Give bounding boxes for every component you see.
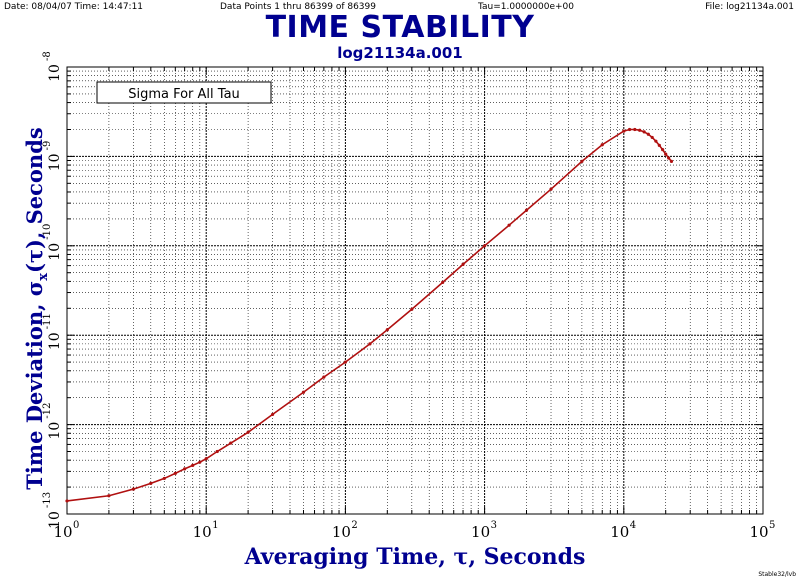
y-tick-label-exponent: -9 bbox=[42, 141, 53, 151]
data-point bbox=[661, 148, 665, 152]
y-tick-label-base: 10 bbox=[47, 64, 63, 82]
data-point bbox=[246, 430, 250, 434]
data-point bbox=[107, 494, 111, 498]
data-point bbox=[650, 135, 654, 140]
data-point bbox=[646, 132, 650, 136]
data-point bbox=[191, 463, 195, 467]
data-point bbox=[441, 280, 445, 284]
data-point bbox=[385, 328, 389, 332]
data-point bbox=[669, 159, 674, 163]
data-point bbox=[524, 208, 529, 212]
data-point bbox=[657, 143, 661, 147]
x-tick-label-exponent: 1 bbox=[212, 520, 218, 531]
data-point bbox=[65, 499, 69, 503]
y-axis-label-group: Time Deviation, σx(τ), Seconds bbox=[22, 127, 51, 489]
data-point bbox=[483, 244, 487, 248]
y-tick-label: 10-10 bbox=[42, 224, 63, 261]
y-tick-label-base: 10 bbox=[47, 511, 63, 529]
data-point bbox=[622, 129, 626, 133]
x-tick-label: 10 bbox=[610, 523, 629, 541]
x-tick-label: 10 bbox=[193, 523, 212, 541]
y-tick-label: 10-9 bbox=[42, 141, 63, 172]
data-point bbox=[271, 412, 275, 417]
y-tick-label-exponent: -11 bbox=[42, 313, 53, 329]
x-tick-label: 10 bbox=[471, 523, 490, 541]
data-point bbox=[322, 375, 326, 379]
data-point bbox=[461, 262, 465, 266]
header-tau: Tau=1.0000000e+00 bbox=[478, 2, 574, 12]
data-point bbox=[627, 127, 632, 132]
y-axis-label: Time Deviation, σx(τ), Seconds bbox=[22, 127, 51, 489]
data-point bbox=[149, 481, 153, 485]
data-point bbox=[229, 441, 233, 445]
y-tick-label-exponent: -8 bbox=[42, 51, 53, 61]
data-series-line bbox=[66, 128, 673, 502]
chart-subtitle: log21134a.001 bbox=[337, 44, 463, 62]
y-tick-label: 10-8 bbox=[42, 51, 63, 82]
data-point bbox=[638, 128, 642, 132]
y-tick-label-base: 10 bbox=[47, 422, 63, 440]
data-point bbox=[162, 476, 166, 481]
y-tick-label-exponent: -13 bbox=[42, 492, 53, 508]
y-tick-label-exponent: -10 bbox=[42, 224, 53, 240]
y-tick-label-exponent: -12 bbox=[42, 402, 53, 418]
y-tick-label: 10-12 bbox=[42, 402, 63, 439]
data-point bbox=[368, 342, 372, 346]
annotation-box bbox=[96, 81, 272, 104]
y-tick-label-base: 10 bbox=[47, 153, 63, 171]
y-tick-label-base: 10 bbox=[47, 243, 63, 261]
y-tick-label: 10-11 bbox=[42, 313, 63, 350]
x-axis-label: Averaging Time, τ, Seconds bbox=[244, 544, 586, 570]
x-tick-label-exponent: 0 bbox=[73, 520, 79, 531]
x-tick-label-exponent: 5 bbox=[769, 520, 775, 531]
header-file: File: log21134a.001 bbox=[705, 2, 794, 12]
y-tick-label-base: 10 bbox=[47, 332, 63, 350]
data-point bbox=[215, 449, 219, 454]
data-point bbox=[173, 471, 177, 475]
data-point bbox=[642, 130, 646, 134]
data-point bbox=[204, 457, 208, 461]
data-point bbox=[654, 139, 658, 143]
data-point bbox=[667, 156, 671, 160]
data-point bbox=[633, 127, 637, 132]
data-point bbox=[549, 187, 553, 191]
y-tick-label: 10-13 bbox=[42, 492, 63, 529]
x-tick-label: 10 bbox=[332, 523, 351, 541]
credit-text: Stable32/lvb bbox=[758, 571, 796, 578]
data-point bbox=[301, 390, 306, 394]
plot-frame bbox=[66, 66, 764, 515]
x-tick-label-exponent: 4 bbox=[630, 520, 636, 531]
header-data-points: Data Points 1 thru 86399 of 86399 bbox=[220, 2, 376, 12]
data-point bbox=[664, 152, 668, 156]
data-point bbox=[410, 307, 414, 311]
header-date-time: Date: 08/04/07 Time: 14:47:11 bbox=[4, 2, 144, 12]
x-tick-label: 10 bbox=[749, 523, 768, 541]
data-point bbox=[131, 487, 136, 491]
x-tick-label: 10 bbox=[53, 523, 72, 541]
data-point bbox=[183, 467, 187, 471]
data-point bbox=[343, 360, 347, 364]
data-point bbox=[600, 143, 604, 147]
data-point bbox=[580, 159, 584, 163]
data-point bbox=[198, 460, 202, 464]
x-tick-label-exponent: 3 bbox=[491, 520, 497, 531]
data-point bbox=[507, 223, 511, 227]
chart-title: TIME STABILITY bbox=[265, 10, 535, 45]
annotation-text: Sigma For All Tau bbox=[128, 87, 240, 102]
x-tick-label-exponent: 2 bbox=[351, 520, 357, 531]
